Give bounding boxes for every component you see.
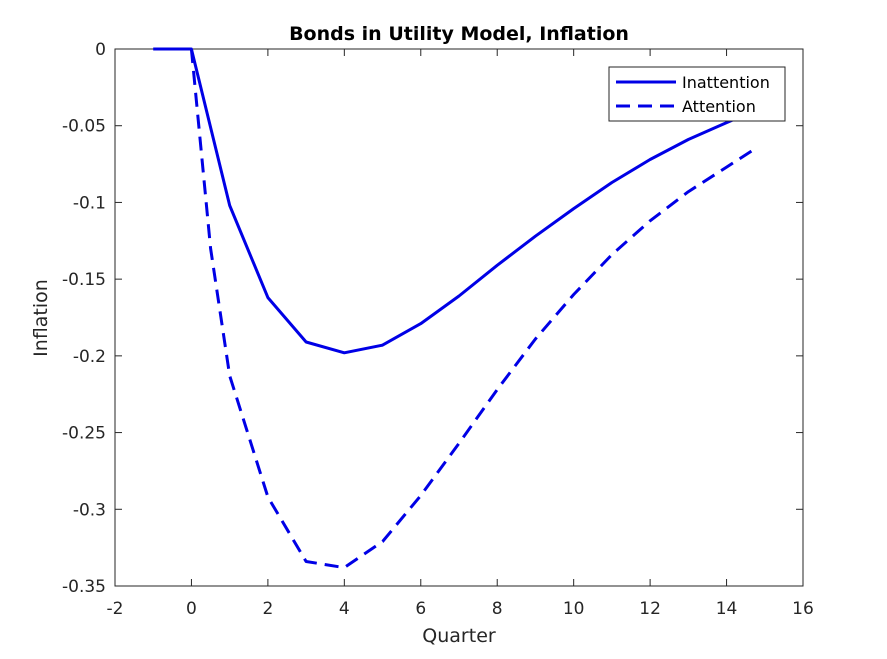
x-tick-label: 14 — [716, 599, 738, 619]
y-tick-label: 0 — [95, 40, 106, 60]
y-axis-label: Inflation — [30, 279, 52, 357]
x-tick-label: 4 — [339, 599, 350, 619]
y-tick-label: -0.25 — [62, 424, 106, 444]
y-tick-label: -0.05 — [62, 117, 106, 137]
legend: Inattention Attention — [608, 66, 786, 122]
x-tick-label: 8 — [492, 599, 503, 619]
series-line-inattention — [153, 47, 756, 355]
x-tick-label: 2 — [262, 599, 273, 619]
chart-title: Bonds in Utility Model, Inflation — [289, 23, 629, 45]
x-tick-label: 16 — [792, 599, 814, 619]
x-tick-label: 0 — [186, 599, 197, 619]
axes-box — [114, 48, 804, 587]
x-tick-label: -2 — [107, 599, 124, 619]
y-tick-label: -0.2 — [73, 347, 106, 367]
legend-label-attention: Attention — [682, 97, 756, 116]
y-tick-label: -0.35 — [62, 577, 106, 597]
y-tick-label: -0.3 — [73, 500, 106, 520]
x-axis-label: Quarter — [422, 625, 496, 647]
x-tick-label: 6 — [415, 599, 426, 619]
x-tick-label: 10 — [563, 599, 585, 619]
y-tick-label: -0.15 — [62, 270, 106, 290]
x-tick-label: 12 — [639, 599, 661, 619]
legend-box — [608, 66, 786, 122]
plot-area: -2 0 2 4 6 8 10 12 14 16 0 -0.05 -0.1 -0.15 -0.2 -0.25 -… — [62, 40, 814, 619]
legend-label-inattention: Inattention — [682, 73, 770, 92]
y-tick-label: -0.1 — [73, 193, 106, 213]
